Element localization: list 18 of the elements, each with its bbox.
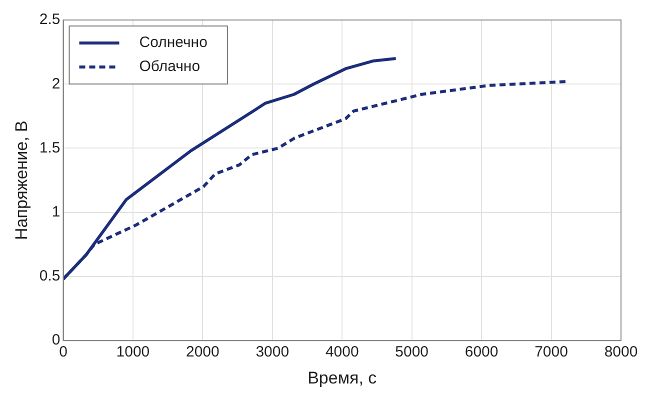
x-tick-label: 4000 (325, 344, 359, 361)
legend-label: Солнечно (139, 34, 208, 52)
x-tick-label: 8000 (604, 344, 638, 361)
y-tick-label: 0 (52, 332, 60, 349)
x-tick-label: 6000 (464, 344, 498, 361)
x-tick-label: 3000 (256, 344, 290, 361)
y-tick-label: 1 (52, 204, 60, 220)
y-tick-label: 1.5 (39, 139, 60, 156)
y-tick-label: 2.5 (39, 11, 60, 28)
x-axis-title: Время, с (308, 368, 378, 388)
y-tick-label: 0.5 (39, 268, 60, 285)
x-tick-label: 1000 (116, 344, 150, 361)
x-tick-label: 5000 (395, 344, 429, 361)
x-tick-label: 7000 (534, 344, 568, 361)
x-tick-label: 2000 (186, 344, 220, 361)
y-axis-title: Напряжение, В (12, 120, 31, 240)
legend-label: Облачно (139, 58, 200, 76)
y-tick-label: 2 (52, 75, 60, 92)
